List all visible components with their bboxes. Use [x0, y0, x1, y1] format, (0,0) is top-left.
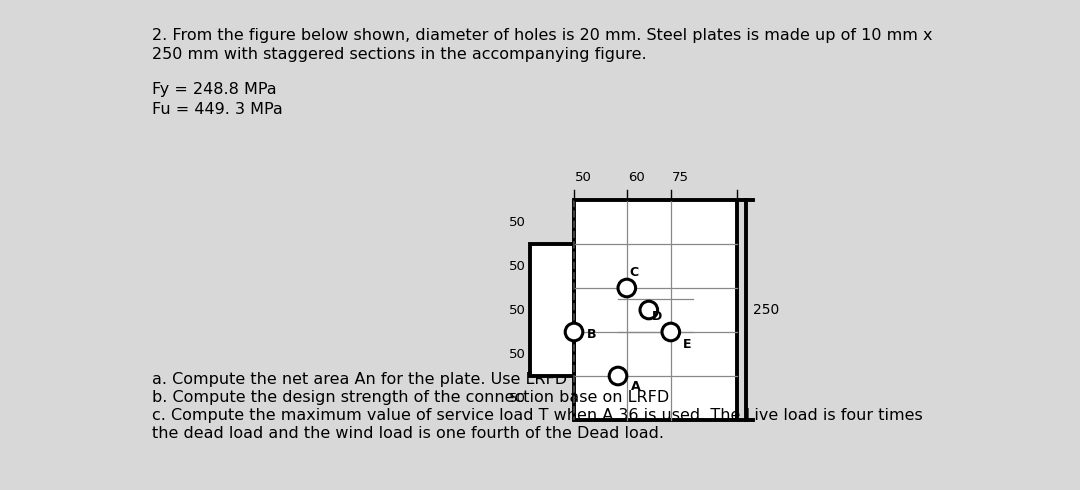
Text: 50: 50 — [509, 347, 526, 361]
Circle shape — [565, 323, 583, 341]
Text: 2. From the figure below shown, diameter of holes is 20 mm. Steel plates is made: 2. From the figure below shown, diameter… — [152, 28, 932, 43]
Text: 50: 50 — [509, 216, 526, 228]
Text: E: E — [683, 338, 691, 350]
Text: C: C — [630, 266, 639, 278]
Bar — [530, 244, 573, 376]
Text: 50: 50 — [509, 303, 526, 317]
Text: D: D — [652, 311, 662, 323]
Text: Fy = 248.8 MPa: Fy = 248.8 MPa — [152, 82, 276, 97]
Text: 250 mm with staggered sections in the accompanying figure.: 250 mm with staggered sections in the ac… — [152, 47, 647, 62]
Circle shape — [618, 279, 636, 297]
Text: 50: 50 — [509, 260, 526, 272]
Text: a. Compute the net area An for the plate. Use LRFD: a. Compute the net area An for the plate… — [152, 372, 567, 387]
Circle shape — [662, 323, 679, 341]
Bar — [573, 200, 737, 420]
Text: B: B — [588, 328, 596, 342]
Text: A: A — [631, 379, 640, 392]
Text: b. Compute the design strength of the connection base on LRFD: b. Compute the design strength of the co… — [152, 390, 670, 405]
Circle shape — [640, 301, 658, 319]
Text: 50: 50 — [509, 392, 526, 405]
Text: 75: 75 — [672, 171, 689, 184]
Text: 250: 250 — [753, 303, 779, 317]
Text: 50: 50 — [575, 171, 592, 184]
Text: c. Compute the maximum value of service load T when A 36 is used. The Live load : c. Compute the maximum value of service … — [152, 408, 922, 423]
Text: 60: 60 — [627, 171, 645, 184]
Text: Fu = 449. 3 MPa: Fu = 449. 3 MPa — [152, 102, 283, 117]
Circle shape — [609, 367, 626, 385]
Text: the dead load and the wind load is one fourth of the Dead load.: the dead load and the wind load is one f… — [152, 426, 664, 441]
